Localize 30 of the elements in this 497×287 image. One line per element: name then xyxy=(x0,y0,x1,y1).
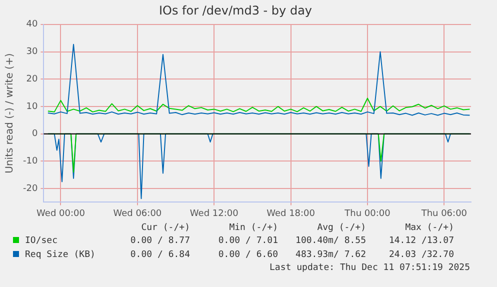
text: 0.00 / 8.77 xyxy=(129,235,190,248)
y-tick-label: 40 xyxy=(26,20,38,30)
x-tick-label: Wed 18:00 xyxy=(266,208,316,219)
text: 24.03 /32.70 xyxy=(388,249,454,262)
legend-label: Req Size (KB) xyxy=(25,250,96,260)
chart-title: IOs for /dev/md3 - by day xyxy=(158,3,312,18)
x-tick-label: Wed 00:00 xyxy=(36,208,86,219)
legend-label: IO/sec xyxy=(25,236,58,246)
y-tick-label: 0 xyxy=(32,129,38,140)
text: Cur (-/+) xyxy=(140,222,190,234)
x-tick-label: Thu 06:00 xyxy=(420,208,468,219)
text: 0.00 / 6.84 xyxy=(129,249,190,262)
y-tick-label: -20 xyxy=(22,184,38,194)
text: Last update: Thu Dec 11 07:51:19 2025 xyxy=(268,262,470,274)
text: 483.93m/ 7.62 xyxy=(294,249,366,262)
text: 0.00 / 7.01 xyxy=(217,235,278,248)
y-axis-title: Units read (-) / write (+) xyxy=(4,53,16,174)
x-tick-label: Wed 12:00 xyxy=(190,208,239,219)
text: Min (-/+) xyxy=(228,222,278,234)
text: 14.12 /13.07 xyxy=(388,235,454,248)
y-tick-label: 10 xyxy=(26,102,38,112)
y-tick-label: 20 xyxy=(26,74,38,84)
text: Avg (-/+) xyxy=(316,222,366,234)
y-tick-label: -10 xyxy=(22,156,38,167)
text: Max (-/+) xyxy=(404,222,454,234)
text: 0.00 / 6.60 xyxy=(217,249,278,262)
text: 100.40m/ 8.55 xyxy=(294,235,366,248)
y-tick-label: 30 xyxy=(26,47,38,58)
x-tick-label: Thu 00:00 xyxy=(344,208,391,219)
x-tick-label: Wed 06:00 xyxy=(113,208,162,219)
